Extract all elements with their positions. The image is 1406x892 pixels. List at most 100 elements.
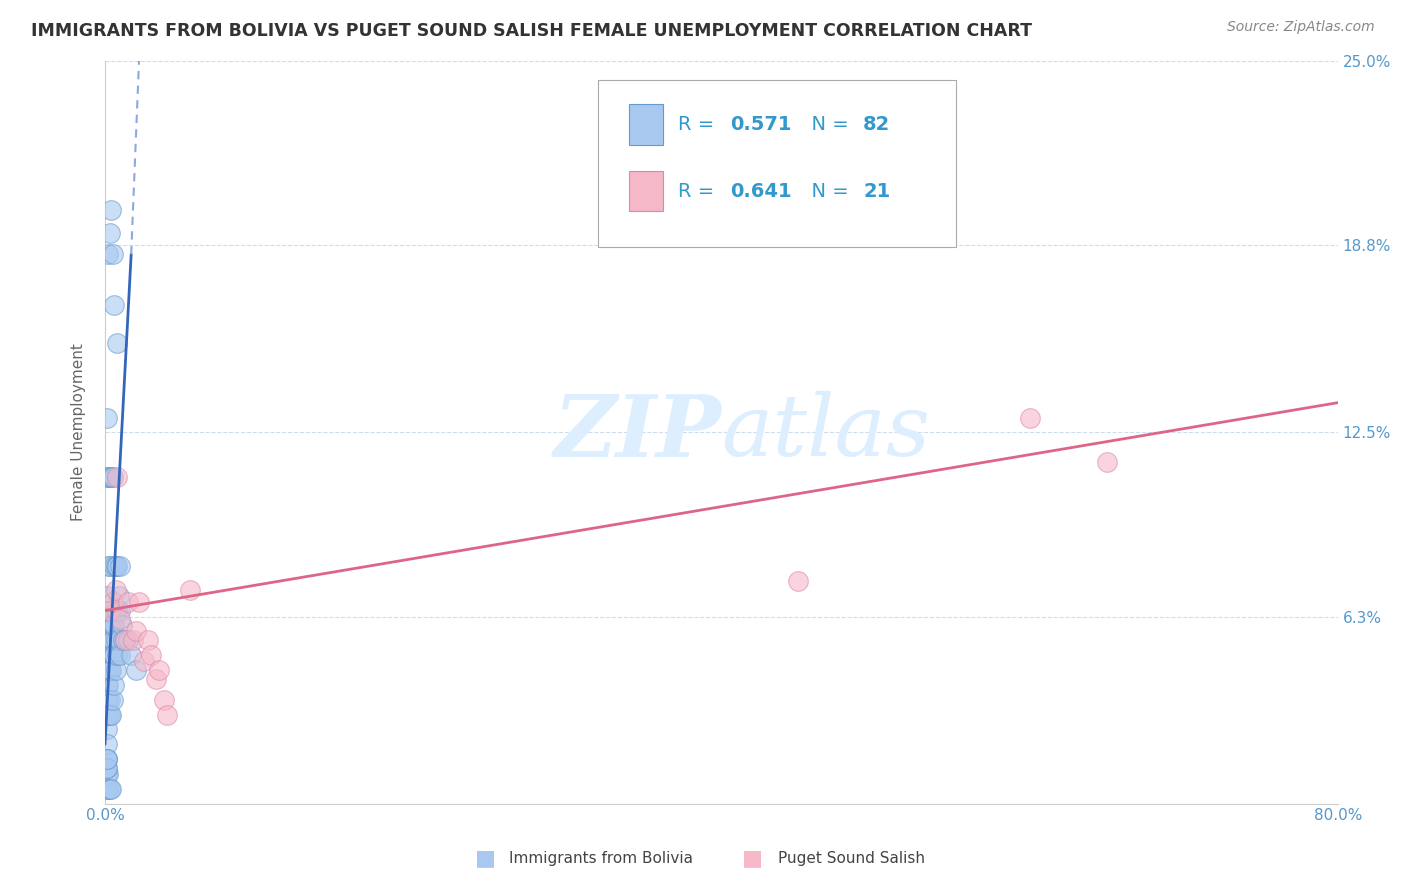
Point [96, 752, 118, 766]
Point [105, 604, 128, 618]
Point [101, 247, 124, 261]
Point [97, 678, 120, 692]
Point [96, 752, 118, 766]
Point [96, 648, 118, 662]
Point [98, 692, 121, 706]
Point [100, 663, 122, 677]
Point [120, 648, 142, 662]
Point [96, 707, 118, 722]
Point [98, 633, 121, 648]
Point [125, 624, 148, 639]
Point [110, 559, 132, 574]
Text: ■: ■ [742, 848, 762, 868]
Point [98, 663, 121, 677]
Point [152, 692, 174, 706]
Point [96, 692, 118, 706]
Text: Source: ZipAtlas.com: Source: ZipAtlas.com [1227, 20, 1375, 34]
Text: N =: N = [799, 115, 855, 134]
Point [101, 692, 124, 706]
Point [96, 470, 118, 484]
Point [101, 470, 124, 484]
Point [105, 559, 128, 574]
Text: R =: R = [678, 182, 721, 201]
Point [101, 648, 124, 662]
Point [179, 582, 201, 597]
Point [112, 633, 135, 648]
Point [96, 767, 118, 781]
Point [104, 582, 127, 597]
Text: 21: 21 [863, 182, 890, 201]
Point [117, 633, 139, 648]
Point [121, 633, 143, 648]
Point [97, 470, 120, 484]
Point [98, 559, 121, 574]
Point [97, 692, 120, 706]
Point [96, 663, 118, 677]
Point [787, 574, 810, 588]
Point [141, 648, 163, 662]
Point [97, 663, 120, 677]
Point [114, 633, 136, 648]
Point [96, 410, 118, 425]
Point [97, 633, 120, 648]
Point [104, 633, 127, 648]
Point [97, 781, 120, 796]
Point [148, 663, 170, 677]
Point [96, 633, 118, 648]
Text: 0.571: 0.571 [730, 115, 792, 134]
Point [96, 678, 118, 692]
Point [98, 227, 121, 241]
Point [100, 618, 122, 632]
Point [1095, 455, 1118, 469]
Point [96, 589, 118, 603]
Point [96, 761, 118, 775]
Point [117, 595, 139, 609]
Text: R =: R = [678, 115, 721, 134]
Text: Immigrants from Bolivia: Immigrants from Bolivia [509, 851, 693, 865]
Point [98, 707, 121, 722]
Point [100, 781, 122, 796]
Point [136, 633, 159, 648]
Point [104, 604, 127, 618]
FancyBboxPatch shape [628, 103, 664, 145]
Point [108, 633, 131, 648]
Point [125, 663, 148, 677]
Point [100, 202, 122, 217]
Point [97, 247, 120, 261]
Point [103, 559, 125, 574]
Point [103, 678, 125, 692]
Point [104, 663, 127, 677]
Point [98, 470, 121, 484]
Point [97, 648, 120, 662]
Point [103, 298, 125, 312]
Point [96, 618, 118, 632]
FancyBboxPatch shape [628, 170, 664, 211]
Point [101, 618, 124, 632]
Point [97, 559, 120, 574]
Point [128, 595, 150, 609]
Text: Puget Sound Salish: Puget Sound Salish [778, 851, 925, 865]
Point [96, 737, 118, 751]
Point [105, 648, 128, 662]
Point [97, 767, 120, 781]
Y-axis label: Female Unemployment: Female Unemployment [72, 343, 86, 521]
Point [103, 648, 125, 662]
Point [156, 707, 179, 722]
Point [96, 752, 118, 766]
Point [114, 633, 136, 648]
Point [100, 470, 122, 484]
Point [110, 604, 132, 618]
Point [145, 672, 167, 686]
Text: ZIP: ZIP [554, 391, 721, 475]
Point [103, 618, 125, 632]
Point [96, 604, 118, 618]
Point [97, 604, 120, 618]
Text: N =: N = [799, 182, 855, 201]
Point [98, 604, 121, 618]
Point [110, 612, 132, 626]
Point [96, 761, 118, 775]
Point [1018, 410, 1040, 425]
Point [110, 648, 132, 662]
Point [111, 618, 134, 632]
Point [132, 654, 155, 668]
